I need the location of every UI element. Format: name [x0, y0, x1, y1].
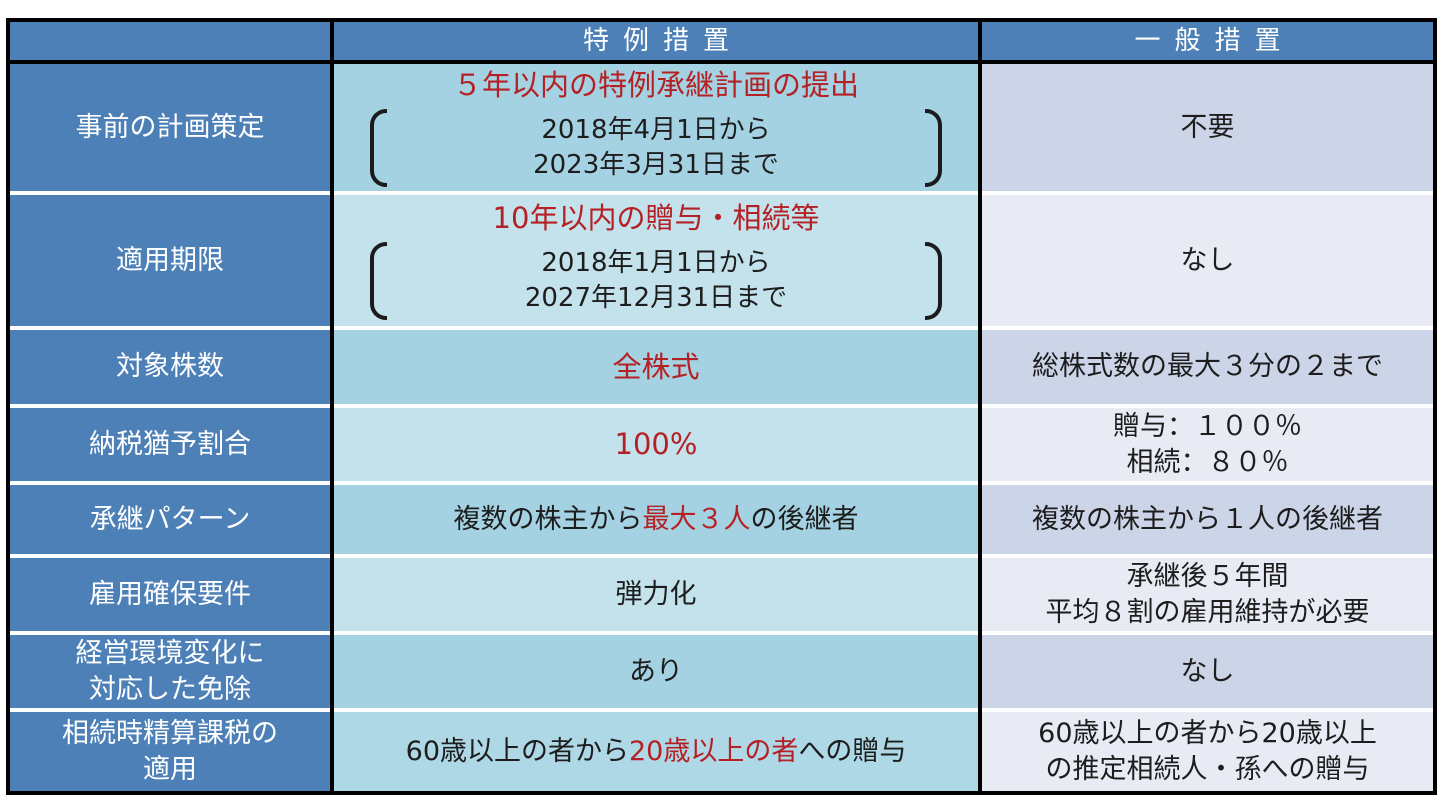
row-label-pattern: 承継パターン — [10, 485, 330, 558]
general-cell-deadline: なし — [982, 195, 1433, 330]
row-label-deadline: 適用期限 — [10, 195, 330, 330]
general-cell-settlement: 60歳以上の者から20歳以上 の推定相続人・孫への贈与 — [982, 712, 1433, 791]
special-cell-pattern: 複数の株主から最大３人の後継者 — [334, 485, 978, 558]
general-cell-deferral: 贈与：１００％ 相続：８０％ — [982, 408, 1433, 485]
date-line-1: 2018年1月1日から — [541, 247, 771, 278]
paren-right-shape — [924, 108, 942, 187]
header-cell-special: 特例措置 — [334, 22, 978, 64]
general-settlement-line1: 60歳以上の者から20歳以上 — [1038, 717, 1377, 749]
row-label-settlement: 相続時精算課税の 適用 — [10, 712, 330, 791]
row-label-shares: 対象株数 — [10, 330, 330, 408]
general-settlement-line2: の推定相続人・孫への贈与 — [1045, 753, 1370, 785]
row-label-deferral: 納税猶予割合 — [10, 408, 330, 485]
row-label-line1: 経営環境変化に — [75, 637, 265, 669]
general-exemption-text: なし — [1180, 655, 1235, 687]
settlement-pre-text: 60歳以上の者から — [405, 735, 629, 767]
general-deadline-text: なし — [1180, 244, 1235, 276]
row-label-employment: 雇用確保要件 — [10, 558, 330, 635]
special-cell-planning: ５年以内の特例承継計画の提出 2018年4月1日から 2023年3月31日まで — [334, 64, 978, 195]
general-pattern-text: 複数の株主から１人の後継者 — [1032, 503, 1383, 535]
row-label-text: 対象株数 — [116, 351, 224, 383]
special-cell-deadline: 10年以内の贈与・相続等 2018年1月1日から 2027年12月31日まで — [334, 195, 978, 330]
header-cell-general: 一般措置 — [982, 22, 1433, 64]
general-cell-exemption: なし — [982, 635, 1433, 712]
row-label-text: 適用期限 — [116, 244, 224, 276]
row-label-text: 納税猶予割合 — [89, 428, 251, 460]
special-cell-settlement: 60歳以上の者から20歳以上の者への贈与 — [334, 712, 978, 791]
special-employment-text: 弾力化 — [615, 578, 697, 610]
special-deadline-title: 10年以内の贈与・相続等 — [492, 201, 820, 236]
paren-left-shape — [370, 241, 387, 320]
row-label-line2: 適用 — [143, 753, 197, 785]
special-settlement-text: 60歳以上の者から20歳以上の者への贈与 — [406, 734, 907, 770]
settlement-post-text: への贈与 — [798, 735, 907, 767]
general-cell-shares: 総株式数の最大３分の２まで — [982, 330, 1433, 408]
row-label-line2: 対応した免除 — [89, 673, 251, 705]
row-label-line1: 相続時精算課税の — [62, 717, 278, 749]
general-employment-line1: 承継後５年間 — [1126, 560, 1289, 592]
row-label-text: 雇用確保要件 — [89, 578, 251, 610]
header-special-label: 特例措置 — [582, 25, 743, 56]
date-range-group: 2018年1月1日から 2027年12月31日まで — [370, 241, 942, 320]
special-cell-exemption: あり — [334, 635, 978, 712]
pattern-pre-text: 複数の株主から — [453, 503, 643, 535]
date-range-text: 2018年4月1日から 2023年3月31日まで — [533, 113, 779, 183]
settlement-highlight-text: 20歳以上の者 — [629, 735, 799, 767]
row-label-planning: 事前の計画策定 — [10, 64, 330, 195]
header-cell-blank — [10, 22, 330, 64]
special-deferral-text: 100% — [614, 427, 698, 462]
date-range-group: 2018年4月1日から 2023年3月31日まで — [370, 108, 942, 187]
date-line-2: 2023年3月31日まで — [533, 149, 779, 180]
comparison-table: 特例措置 一般措置 事前の計画策定 ５年以内の特例承継計画の提出 2018年4月… — [6, 18, 1437, 795]
general-cell-pattern: 複数の株主から１人の後継者 — [982, 485, 1433, 558]
special-shares-text: 全株式 — [612, 349, 700, 384]
date-line-1: 2018年4月1日から — [541, 114, 771, 145]
row-label-text: 承継パターン — [89, 503, 251, 535]
special-cell-deferral: 100% — [334, 408, 978, 485]
row-label-exemption: 経営環境変化に 対応した免除 — [10, 635, 330, 712]
general-employment-line2: 平均８割の雇用維持が必要 — [1045, 596, 1370, 628]
special-planning-title: ５年以内の特例承継計画の提出 — [452, 68, 859, 103]
paren-left-shape — [370, 108, 387, 187]
date-line-2: 2027年12月31日まで — [524, 282, 788, 313]
pattern-highlight-text: 最大３人 — [642, 503, 751, 535]
special-cell-shares: 全株式 — [334, 330, 978, 408]
general-shares-text: 総株式数の最大３分の２まで — [1032, 351, 1383, 383]
date-range-text: 2018年1月1日から 2027年12月31日まで — [525, 246, 787, 316]
row-label-text: 事前の計画策定 — [75, 111, 265, 143]
general-cell-planning: 不要 — [982, 64, 1433, 195]
general-deferral-line2: 相続：８０％ — [1126, 446, 1289, 478]
paren-right-shape — [925, 241, 942, 320]
special-pattern-text: 複数の株主から最大３人の後継者 — [454, 502, 859, 538]
header-general-label: 一般措置 — [1134, 25, 1295, 56]
pattern-post-text: の後継者 — [750, 503, 859, 535]
general-deferral-line1: 贈与：１００％ — [1113, 410, 1302, 442]
special-cell-employment: 弾力化 — [334, 558, 978, 635]
special-exemption-text: あり — [629, 655, 683, 687]
general-cell-employment: 承継後５年間 平均８割の雇用維持が必要 — [982, 558, 1433, 635]
general-planning-text: 不要 — [1180, 111, 1235, 143]
